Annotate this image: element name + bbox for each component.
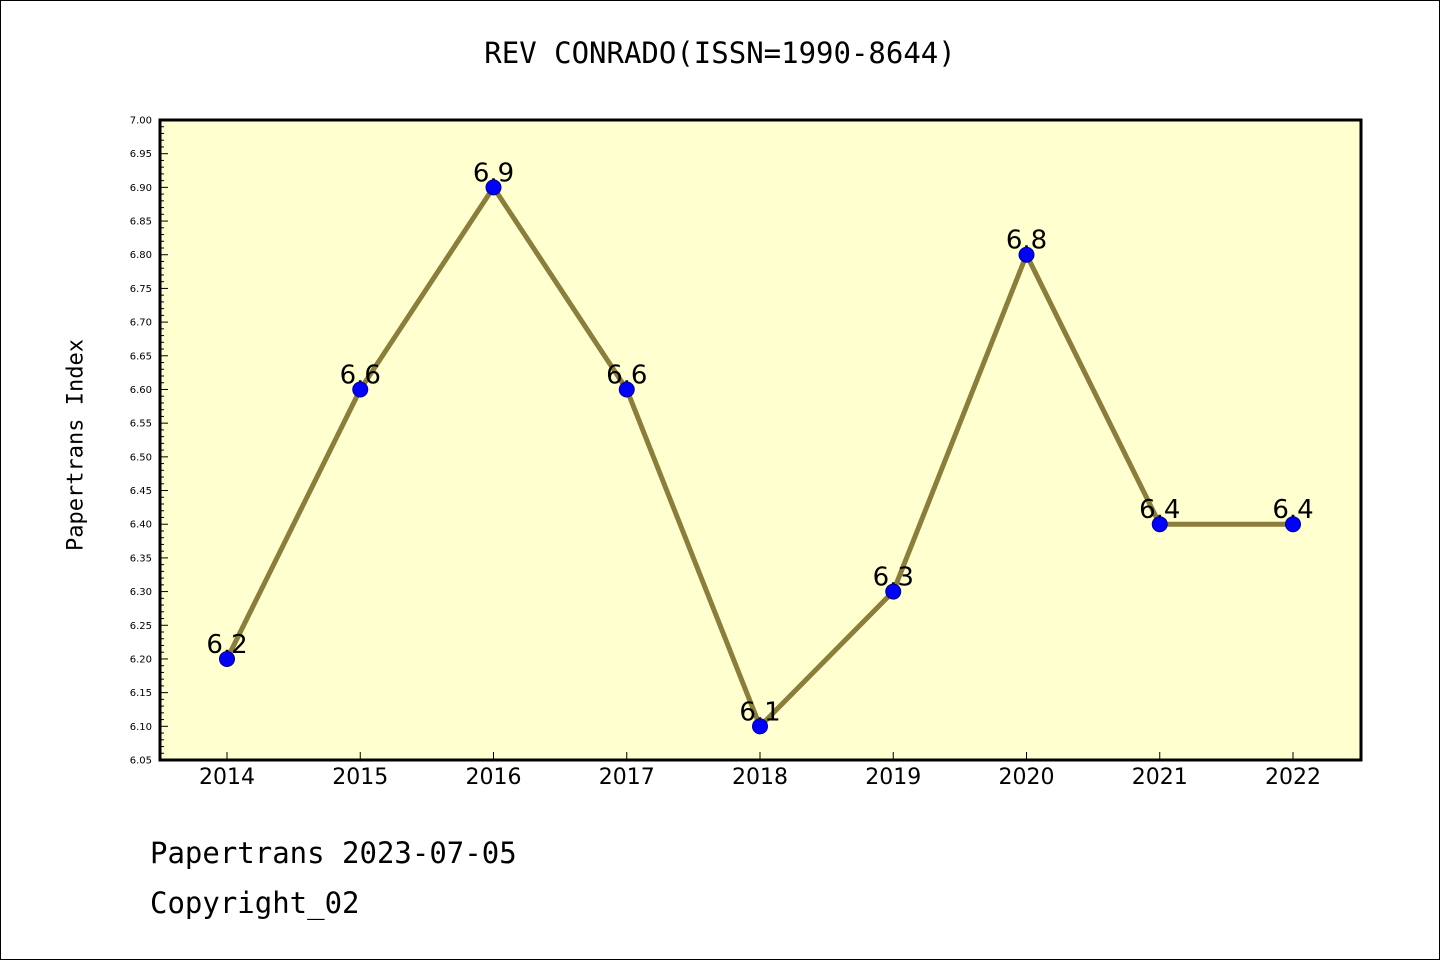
plot-border [158, 118, 1363, 762]
y-tick-label: 6.35 [130, 553, 152, 564]
data-point [752, 718, 768, 735]
y-tick-label: 6.90 [130, 183, 152, 194]
y-tick-label: 6.60 [130, 385, 152, 396]
y-tick-label: 6.10 [130, 722, 152, 733]
x-tick-label: 2020 [999, 765, 1055, 790]
x-tick-label: 2014 [199, 765, 255, 790]
y-tick-label: 7.00 [130, 116, 152, 127]
y-axis: 6.05 6.10 6.15 6.20 6.25 6.30 6.35 6.40 6.45 6.50… [130, 116, 168, 767]
data-point [618, 381, 635, 398]
y-tick-label: 6.55 [130, 419, 152, 430]
data-labels: 6.26.66.96.66.16.36.86.4 6.4 [206, 158, 1313, 727]
y-tick-label: 6.30 [130, 587, 152, 598]
data-markers [219, 179, 1301, 735]
x-tick-label: 2018 [732, 765, 788, 790]
footer-date: Papertrans 2023-07-05 [150, 836, 517, 870]
data-point [885, 583, 902, 600]
y-tick-label: 6.95 [130, 149, 152, 160]
y-tick-label: 6.15 [130, 688, 152, 699]
data-point [1018, 246, 1035, 263]
x-tick-label: 2016 [466, 765, 522, 790]
y-tick-label: 6.85 [130, 217, 152, 228]
x-tick-label: 2022 [1265, 765, 1321, 790]
y-tick-label: 6.40 [130, 520, 152, 531]
y-tick-label: 6.45 [130, 486, 152, 497]
footer-copyright: Copyright_02 [150, 886, 360, 920]
y-tick-label: 6.20 [130, 654, 152, 665]
data-point [219, 650, 235, 667]
y-tick-label: 6.75 [130, 284, 152, 295]
x-tick-label: 2019 [865, 765, 921, 790]
chart-title: REV CONRADO(ISSN=1990-8644) [484, 36, 956, 70]
x-axis: 2014 2015 2016 2017 2018 2019 2020 2021 2022 [199, 752, 1321, 790]
data-point [485, 179, 502, 196]
data-point [352, 381, 369, 398]
y-tick-label: 6.50 [130, 452, 152, 463]
data-point [1285, 516, 1301, 533]
y-tick-label: 6.80 [130, 250, 152, 261]
data-point [1151, 516, 1168, 533]
y-tick-label: 6.25 [130, 621, 152, 632]
x-tick-label: 2021 [1132, 765, 1188, 790]
x-tick-label: 2017 [599, 765, 655, 790]
y-tick-label: 6.05 [130, 756, 152, 767]
y-tick-label: 6.65 [130, 351, 152, 362]
y-tick-label: 6.70 [130, 318, 152, 329]
x-tick-label: 2015 [332, 765, 388, 790]
plot-area [160, 120, 1361, 760]
